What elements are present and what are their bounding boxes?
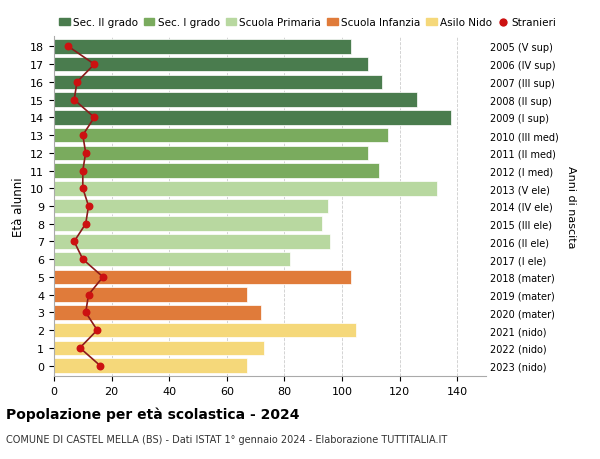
- Bar: [54, 323, 356, 338]
- Point: [75, 344, 85, 352]
- Point: [64, 44, 73, 51]
- Bar: [54, 182, 437, 196]
- Bar: [54, 199, 328, 214]
- Point: [78, 132, 88, 140]
- Bar: [54, 341, 264, 355]
- Point: [81, 309, 91, 316]
- Bar: [54, 129, 388, 143]
- Bar: [54, 217, 322, 231]
- Point: [92, 327, 102, 334]
- Bar: [54, 58, 368, 72]
- Bar: [54, 235, 331, 249]
- Point: [78, 168, 88, 175]
- Point: [78, 185, 88, 192]
- Point: [78, 256, 88, 263]
- Point: [89, 62, 99, 69]
- Bar: [54, 358, 247, 373]
- Bar: [54, 75, 382, 90]
- Point: [84, 291, 94, 299]
- Legend: Sec. II grado, Sec. I grado, Scuola Primaria, Scuola Infanzia, Asilo Nido, Stran: Sec. II grado, Sec. I grado, Scuola Prim…: [59, 18, 557, 28]
- Point: [95, 362, 105, 369]
- Point: [70, 238, 79, 246]
- Point: [72, 79, 82, 86]
- Y-axis label: Età alunni: Età alunni: [11, 177, 25, 236]
- Bar: [54, 305, 262, 320]
- Point: [81, 150, 91, 157]
- Bar: [54, 111, 451, 125]
- Text: Popolazione per età scolastica - 2024: Popolazione per età scolastica - 2024: [6, 406, 299, 421]
- Point: [70, 97, 79, 104]
- Text: COMUNE DI CASTEL MELLA (BS) - Dati ISTAT 1° gennaio 2024 - Elaborazione TUTTITAL: COMUNE DI CASTEL MELLA (BS) - Dati ISTAT…: [6, 434, 447, 444]
- Y-axis label: Anni di nascita: Anni di nascita: [566, 165, 575, 248]
- Bar: [54, 164, 379, 179]
- Point: [81, 221, 91, 228]
- Point: [89, 114, 99, 122]
- Bar: [54, 270, 350, 285]
- Bar: [54, 93, 417, 108]
- Point: [98, 274, 108, 281]
- Bar: [54, 40, 350, 55]
- Point: [84, 203, 94, 210]
- Bar: [54, 146, 368, 161]
- Bar: [54, 288, 247, 302]
- Bar: [54, 252, 290, 267]
